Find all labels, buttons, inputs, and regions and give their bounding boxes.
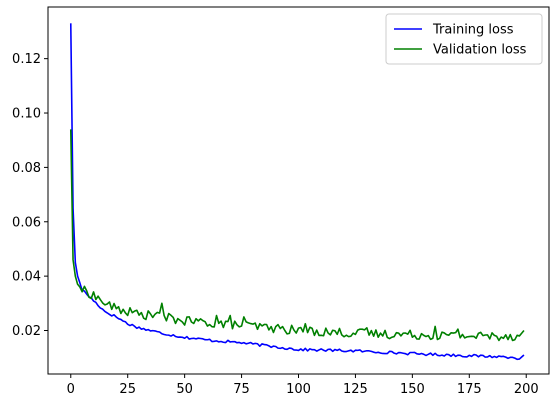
legend-label-training: Training loss <box>432 23 514 38</box>
y-tick-label: 0.10 <box>12 107 41 122</box>
y-tick-label: 0.04 <box>12 270 41 285</box>
legend-label-validation: Validation loss <box>433 43 527 58</box>
series-layer <box>69 23 525 361</box>
y-tick-label: 0.06 <box>12 215 41 230</box>
y-tick-label: 0.02 <box>12 324 41 339</box>
x-tick-label: 50 <box>176 382 193 397</box>
legend: Training loss Validation loss <box>385 13 543 65</box>
x-ticks: 0 25 50 75 100 125 150 175 200 <box>67 374 539 397</box>
x-tick-label: 150 <box>400 382 425 397</box>
legend-box <box>385 13 543 65</box>
x-tick-label: 175 <box>457 382 482 397</box>
x-tick-label: 25 <box>119 382 136 397</box>
y-tick-label: 0.08 <box>12 161 41 176</box>
x-tick-label: 100 <box>286 382 311 397</box>
series-line-validation <box>69 129 525 342</box>
x-tick-label: 200 <box>514 382 539 397</box>
plot-frame <box>47 6 550 375</box>
x-tick-label: 0 <box>67 382 75 397</box>
x-tick-label: 75 <box>233 382 250 397</box>
series-line-training <box>69 23 525 361</box>
x-tick-label: 125 <box>343 382 368 397</box>
y-tick-label: 0.12 <box>12 52 41 67</box>
y-ticks: 0.02 0.04 0.06 0.08 0.10 0.12 <box>12 52 48 339</box>
